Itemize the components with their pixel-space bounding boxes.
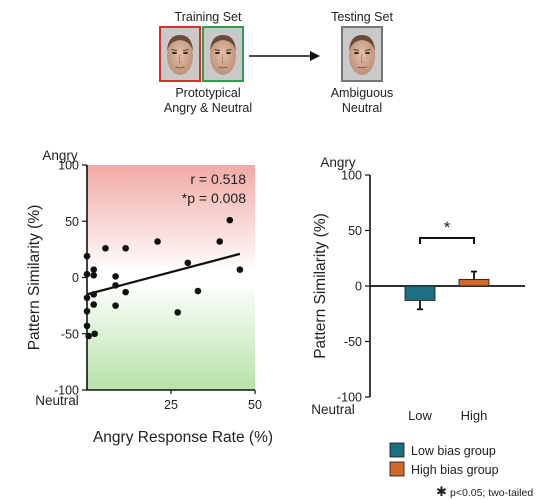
data-point [112, 282, 119, 289]
bar-y-axis-label: Pattern Similarity (%) [312, 213, 329, 359]
bar-low [404, 285, 436, 301]
y-tick-label: 0 [355, 280, 362, 294]
correlation-p-annotation: *p = 0.008 [182, 190, 246, 206]
training-caption-line2: Angry & Neutral [164, 101, 252, 115]
data-point [112, 302, 119, 309]
data-point [83, 307, 91, 315]
category-label: High [461, 408, 488, 423]
data-point [83, 322, 91, 330]
data-point [83, 252, 91, 260]
data-point [112, 273, 119, 280]
data-point [83, 270, 91, 278]
scatter-chart: 100 50 0 -50 -100 25 50 Angry Neutral r = 0.51… [26, 148, 273, 446]
testing-caption-line2: Neutral [342, 101, 382, 115]
data-point [236, 266, 244, 273]
scatter-x-axis-label: Angry Response Rate (%) [93, 429, 273, 446]
data-point [85, 332, 92, 340]
y-tick-label: 50 [65, 215, 79, 229]
data-point [91, 330, 99, 338]
data-point [90, 266, 98, 273]
angry-label: Angry [320, 155, 356, 170]
legend: Low bias group High bias group [389, 442, 499, 477]
testing-caption-line1: Ambiguous [331, 86, 394, 100]
angry-face-image [159, 26, 201, 82]
data-point [122, 288, 129, 296]
y-tick-label: 50 [348, 224, 362, 238]
y-tick-label: -100 [54, 384, 79, 398]
data-point [174, 309, 182, 316]
y-tick-label: 100 [341, 169, 362, 183]
angry-zone-shade [87, 165, 255, 268]
bar-high [458, 278, 490, 287]
legend-label: Low bias group [411, 444, 496, 458]
data-point [184, 259, 192, 267]
y-tick-label: -100 [337, 391, 362, 405]
bar-chart: 100 50 0 -50 -100 Low High * Angry Neutral Pa… [311, 155, 525, 477]
footnote-star-icon: ✱ [436, 484, 447, 499]
training-caption-line1: Prototypical [175, 86, 240, 100]
legend-label: High bias group [411, 463, 499, 477]
bracket-line [419, 237, 475, 244]
y-tick-label: -50 [61, 327, 79, 341]
y-tick-label: 100 [58, 159, 79, 173]
neutral-face-image [202, 26, 244, 82]
correlation-r-annotation: r = 0.518 [190, 171, 246, 187]
schematic: Training Set Prototypical Angry & Neutra… [159, 10, 394, 115]
significance-bracket [419, 237, 475, 244]
category-label: Low [408, 408, 432, 423]
data-point [216, 238, 224, 245]
bars: Low High [404, 270, 490, 423]
angry-label: Angry [42, 148, 78, 163]
scatter-ticks: 100 50 0 -50 -100 25 50 [54, 159, 262, 413]
neutral-label: Neutral [35, 393, 79, 408]
data-point [154, 238, 161, 245]
y-tick-label: 0 [72, 271, 79, 285]
data-point [226, 216, 234, 224]
bar-ticks: 100 50 0 -50 -100 [337, 169, 370, 405]
bar-axes [369, 175, 525, 397]
regression-line [86, 252, 241, 296]
y-tick-label: -50 [344, 335, 362, 349]
data-point [194, 287, 202, 295]
x-tick-label: 50 [248, 398, 262, 412]
data-point [90, 271, 98, 279]
significance-star: * [444, 218, 451, 237]
training-set-title: Training Set [175, 10, 242, 24]
scatter-y-axis-label: Pattern Similarity (%) [26, 205, 43, 351]
data-point [90, 291, 98, 298]
data-point [102, 244, 109, 252]
legend-swatch [389, 442, 405, 458]
neutral-zone-shade [87, 287, 255, 390]
ambiguous-face-image [341, 26, 383, 82]
data-point [90, 301, 98, 308]
neutral-label: Neutral [311, 402, 355, 417]
arrow-right-icon [249, 51, 320, 61]
data-point [83, 294, 91, 302]
legend-swatch [389, 461, 405, 477]
footnote: p<0.05; two-tailed [450, 487, 533, 499]
scatter-points [83, 216, 244, 340]
testing-set-title: Testing Set [331, 10, 393, 24]
data-point [122, 244, 129, 252]
x-tick-label: 25 [164, 398, 178, 412]
